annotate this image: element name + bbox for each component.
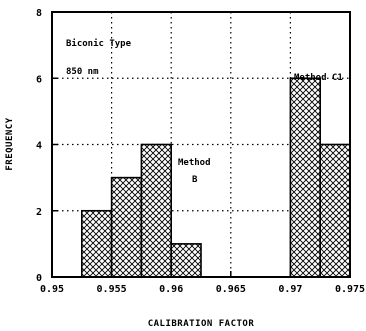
histogram-bar	[170, 243, 202, 278]
y-tick-label: 8	[36, 8, 42, 19]
y-axis-label: FREQUENCY	[5, 117, 15, 170]
tick-marks	[51, 11, 351, 278]
bars-group	[81, 77, 351, 278]
annotation-method-b-line2: B	[192, 175, 198, 185]
histogram-bar	[81, 209, 113, 278]
x-tick-label: 0.975	[335, 284, 365, 295]
annotation-method-c1: Method C1	[294, 73, 343, 83]
x-tick-label: 0.96	[159, 284, 183, 295]
y-tick-label: 4	[36, 141, 42, 152]
histogram-bar	[110, 176, 143, 278]
y-tick-labels: 0 2 4 6 8	[36, 8, 42, 284]
y-tick-label: 2	[36, 207, 42, 218]
x-tick-label: 0.95	[40, 284, 64, 295]
histogram-bar	[319, 143, 351, 278]
y-tick-label: 0	[36, 273, 42, 284]
annotation-wavelength: 850 nm	[66, 67, 99, 77]
x-tick-label: 0.97	[278, 284, 302, 295]
y-tick-label: 6	[36, 74, 42, 85]
annotation-method-b-line1: Method	[178, 158, 211, 168]
x-axis-label: CALIBRATION FACTOR	[148, 319, 255, 329]
x-tick-label: 0.955	[97, 284, 127, 295]
histogram-bar	[289, 77, 321, 278]
histogram-bar	[140, 143, 172, 278]
annotation-type: Biconic Type	[66, 38, 132, 49]
x-tick-labels: 0.95 0.955 0.96 0.965 0.97 0.975	[40, 284, 365, 295]
x-tick-label: 0.965	[216, 284, 246, 295]
